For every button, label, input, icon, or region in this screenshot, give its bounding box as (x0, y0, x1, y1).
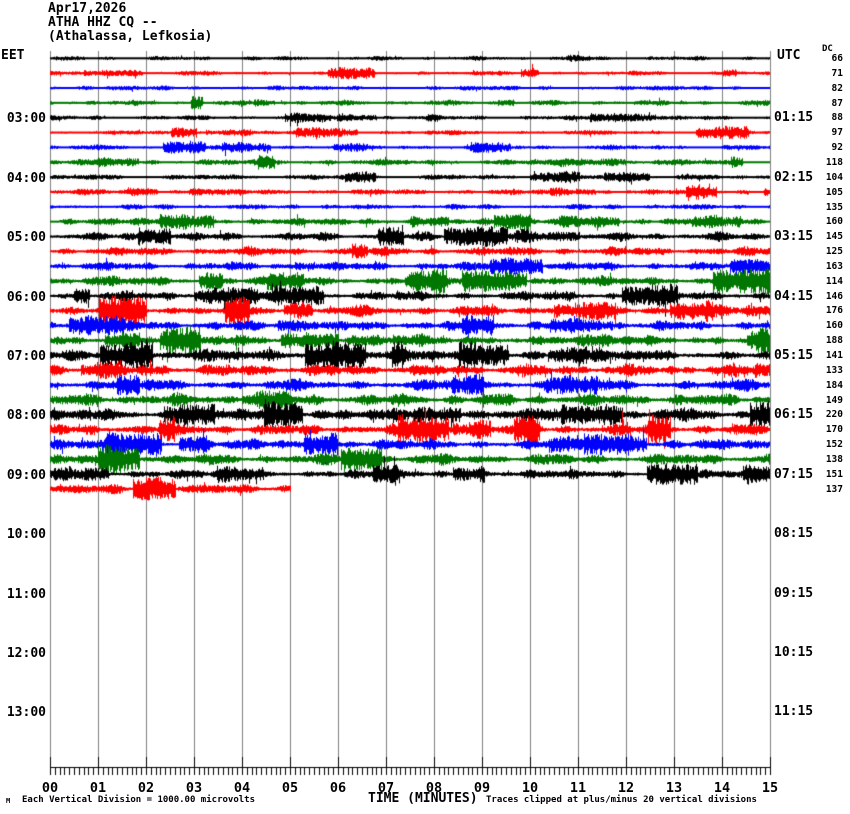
dc-value: 170 (825, 424, 843, 436)
hour-label-left: 11:00 (6, 586, 46, 602)
dc-value: 138 (825, 453, 843, 465)
dc-value: 104 (825, 171, 843, 183)
dc-value: 160 (825, 216, 843, 228)
left-timezone-label: EET (1, 48, 25, 63)
dc-value: 220 (825, 409, 843, 421)
x-tick-label: 04 (233, 780, 251, 796)
x-tick-label: 06 (329, 780, 347, 796)
hour-label-left: 07:00 (6, 349, 46, 364)
x-tick-label: 08 (425, 780, 443, 796)
dc-value: 145 (825, 231, 843, 243)
hour-label-right: 03:15 (774, 229, 814, 245)
dc-value: 66 (831, 53, 843, 64)
hour-label-right: 05:15 (774, 348, 814, 363)
header-location: (Athalassa, Lefkosia) (48, 29, 213, 44)
x-tick-label: 14 (713, 780, 731, 796)
right-timezone-label: UTC (777, 48, 801, 63)
hour-label-right: 07:15 (774, 466, 814, 482)
hour-label-left: 03:00 (6, 111, 46, 127)
dc-value: 146 (825, 290, 843, 302)
hour-label-left: 13:00 (6, 705, 46, 721)
dc-value: 82 (831, 82, 843, 94)
corner-glyph: M (6, 797, 11, 805)
dc-value: 141 (825, 350, 843, 361)
dc-value: 137 (825, 483, 843, 495)
x-tick-label: 15 (761, 780, 779, 796)
x-tick-label: 05 (281, 780, 299, 796)
dc-value: 163 (825, 260, 843, 272)
dc-value: 151 (825, 468, 843, 480)
dc-value: 92 (831, 142, 843, 154)
hour-label-left: 05:00 (6, 230, 46, 246)
hour-label-right: 02:15 (774, 169, 814, 185)
x-tick-label: 03 (185, 780, 203, 796)
hour-label-right: 09:15 (774, 585, 814, 601)
hour-label-right: 04:15 (774, 288, 814, 304)
dc-value: 176 (825, 305, 843, 317)
dc-value: 149 (825, 394, 843, 406)
dc-value: 71 (831, 67, 843, 79)
x-axis-title: TIME (MINUTES) (368, 791, 478, 806)
hour-label-right: 11:15 (774, 704, 814, 720)
hour-label-left: 12:00 (6, 646, 46, 661)
dc-value: 88 (831, 112, 843, 124)
dc-value: 97 (831, 127, 843, 139)
dc-value: 133 (825, 364, 843, 376)
clipping-note: Traces clipped at plus/minus 20 vertical… (486, 795, 757, 805)
dc-value: 160 (825, 320, 843, 332)
x-tick-label: 07 (377, 780, 395, 796)
hour-label-left: 08:00 (6, 408, 46, 424)
hour-label-left: 09:00 (6, 467, 46, 483)
hour-label-right: 10:15 (774, 645, 814, 660)
x-tick-label: 02 (137, 780, 155, 796)
x-tick-label: 13 (665, 780, 683, 796)
x-tick-label: 11 (569, 780, 587, 796)
hour-label-right: 08:15 (774, 526, 814, 542)
dc-value: 135 (825, 201, 843, 213)
header-station: ATHA HHZ CQ -- (48, 15, 158, 30)
x-tick-label: 10 (521, 780, 539, 796)
hour-label-left: 10:00 (6, 527, 46, 543)
hour-label-left: 06:00 (6, 289, 46, 305)
hour-label-right: 01:15 (774, 110, 814, 126)
dc-value: 184 (825, 379, 843, 391)
dc-column-header: DC (822, 44, 833, 54)
dc-value: 105 (825, 186, 843, 198)
x-tick-label: 01 (89, 780, 107, 796)
hour-label-right: 06:15 (774, 407, 814, 423)
x-tick-label: 12 (617, 780, 635, 796)
x-tick-label: 09 (473, 780, 491, 796)
dc-value: 87 (831, 97, 843, 109)
dc-value: 118 (825, 156, 843, 168)
dc-value: 114 (825, 275, 843, 287)
dc-value: 125 (825, 246, 843, 258)
header-date: Apr17,2026 (48, 1, 127, 16)
dc-value: 152 (825, 439, 843, 451)
dc-value: 188 (825, 335, 843, 347)
x-tick-label: 00 (41, 780, 59, 796)
hour-label-left: 04:00 (6, 170, 46, 186)
vertical-division-note: Each Vertical Division = 1000.00 microvo… (22, 795, 255, 805)
